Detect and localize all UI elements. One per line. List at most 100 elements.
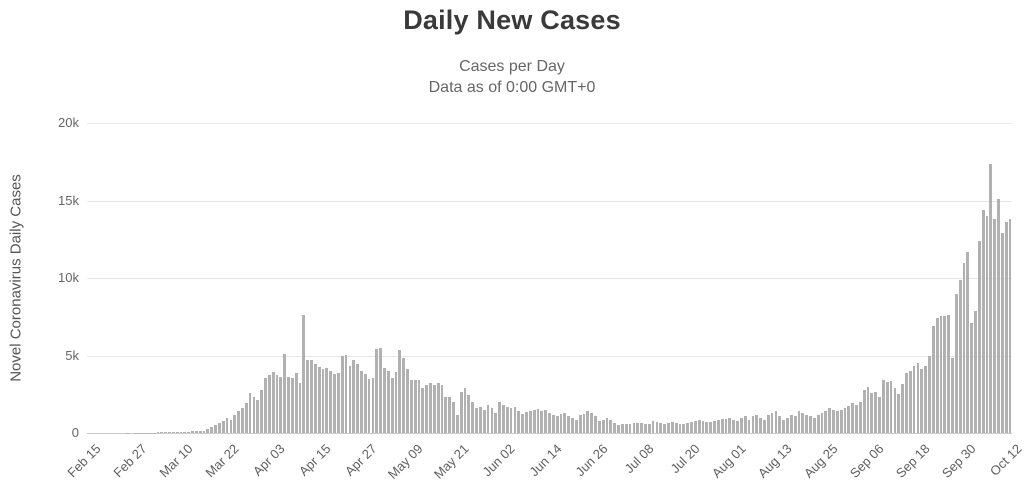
bar[interactable] — [766, 414, 770, 433]
bar[interactable] — [164, 432, 168, 433]
bar[interactable] — [475, 408, 478, 433]
bar[interactable] — [244, 403, 248, 433]
bar[interactable] — [356, 364, 359, 433]
bar[interactable] — [632, 423, 636, 433]
bar[interactable] — [237, 411, 240, 433]
bar[interactable] — [574, 419, 578, 433]
bar[interactable] — [647, 424, 651, 433]
bar[interactable] — [340, 356, 344, 433]
bar[interactable] — [916, 362, 920, 433]
bar[interactable] — [770, 413, 774, 433]
bar[interactable] — [763, 419, 766, 433]
bar[interactable] — [693, 421, 697, 433]
bar[interactable] — [444, 396, 448, 433]
bar[interactable] — [786, 418, 789, 433]
bar[interactable] — [290, 378, 294, 433]
bar[interactable] — [452, 401, 455, 433]
bar[interactable] — [567, 415, 571, 433]
bar[interactable] — [429, 383, 432, 433]
bar[interactable] — [267, 375, 271, 433]
bar[interactable] — [997, 198, 1000, 433]
bar[interactable] — [421, 388, 425, 433]
bar[interactable] — [525, 412, 528, 433]
bar[interactable] — [214, 424, 217, 433]
bar[interactable] — [298, 382, 302, 433]
bar[interactable] — [858, 401, 862, 433]
bar[interactable] — [218, 423, 221, 433]
bar[interactable] — [509, 408, 513, 433]
bar[interactable] — [774, 411, 778, 433]
bar[interactable] — [924, 366, 927, 433]
bar[interactable] — [563, 413, 567, 433]
bar[interactable] — [540, 410, 544, 433]
bar[interactable] — [636, 423, 640, 433]
bar[interactable] — [697, 420, 701, 433]
bar[interactable] — [674, 422, 678, 433]
bar[interactable] — [970, 322, 974, 433]
bar[interactable] — [287, 376, 290, 433]
bar[interactable] — [160, 432, 164, 433]
bar[interactable] — [793, 416, 797, 433]
bar[interactable] — [179, 432, 183, 433]
bar[interactable] — [720, 419, 724, 433]
bar[interactable] — [920, 369, 924, 433]
bar[interactable] — [432, 384, 436, 433]
bar[interactable] — [824, 411, 828, 433]
bar[interactable] — [667, 423, 670, 433]
bar[interactable] — [747, 419, 751, 433]
bar[interactable] — [728, 418, 732, 433]
bar[interactable] — [1004, 222, 1008, 433]
bar[interactable] — [482, 409, 486, 433]
bar[interactable] — [743, 416, 747, 433]
bar[interactable] — [440, 384, 444, 433]
bar[interactable] — [705, 422, 709, 433]
bar[interactable] — [367, 379, 371, 433]
bar[interactable] — [678, 424, 682, 433]
bar[interactable] — [517, 411, 521, 433]
bar[interactable] — [417, 379, 421, 433]
bar[interactable] — [1000, 233, 1004, 433]
bar[interactable] — [601, 419, 605, 433]
bar[interactable] — [594, 416, 597, 433]
bar[interactable] — [275, 375, 279, 433]
bar[interactable] — [310, 359, 313, 433]
bar[interactable] — [578, 414, 582, 433]
bar[interactable] — [724, 418, 728, 433]
bar[interactable] — [874, 391, 878, 433]
bar[interactable] — [789, 414, 793, 433]
bar[interactable] — [828, 408, 832, 433]
bar[interactable] — [644, 424, 647, 433]
bar[interactable] — [590, 413, 594, 433]
bar[interactable] — [751, 416, 755, 433]
bar[interactable] — [816, 414, 820, 433]
bar[interactable] — [809, 416, 812, 433]
bar[interactable] — [847, 405, 851, 433]
bar[interactable] — [732, 419, 736, 433]
bar[interactable] — [893, 387, 897, 433]
bar[interactable] — [690, 422, 693, 433]
bar[interactable] — [640, 423, 643, 433]
bar[interactable] — [954, 293, 958, 433]
bar[interactable] — [931, 326, 935, 433]
bar[interactable] — [448, 396, 452, 433]
bar[interactable] — [329, 371, 333, 433]
bar[interactable] — [375, 348, 379, 433]
bar[interactable] — [974, 311, 977, 433]
bar[interactable] — [206, 428, 210, 433]
bar[interactable] — [559, 413, 563, 433]
bar[interactable] — [716, 420, 720, 433]
bar[interactable] — [294, 373, 298, 433]
bar[interactable] — [171, 432, 175, 433]
bar[interactable] — [467, 394, 471, 433]
bar[interactable] — [651, 421, 655, 433]
bar[interactable] — [759, 418, 762, 433]
bar[interactable] — [283, 353, 287, 433]
bar[interactable] — [398, 350, 402, 433]
bar[interactable] — [532, 409, 536, 433]
bar[interactable] — [613, 423, 617, 433]
bar[interactable] — [544, 409, 548, 433]
bar[interactable] — [935, 318, 939, 433]
bar[interactable] — [183, 431, 187, 433]
bar[interactable] — [413, 379, 417, 433]
bar[interactable] — [198, 430, 202, 433]
